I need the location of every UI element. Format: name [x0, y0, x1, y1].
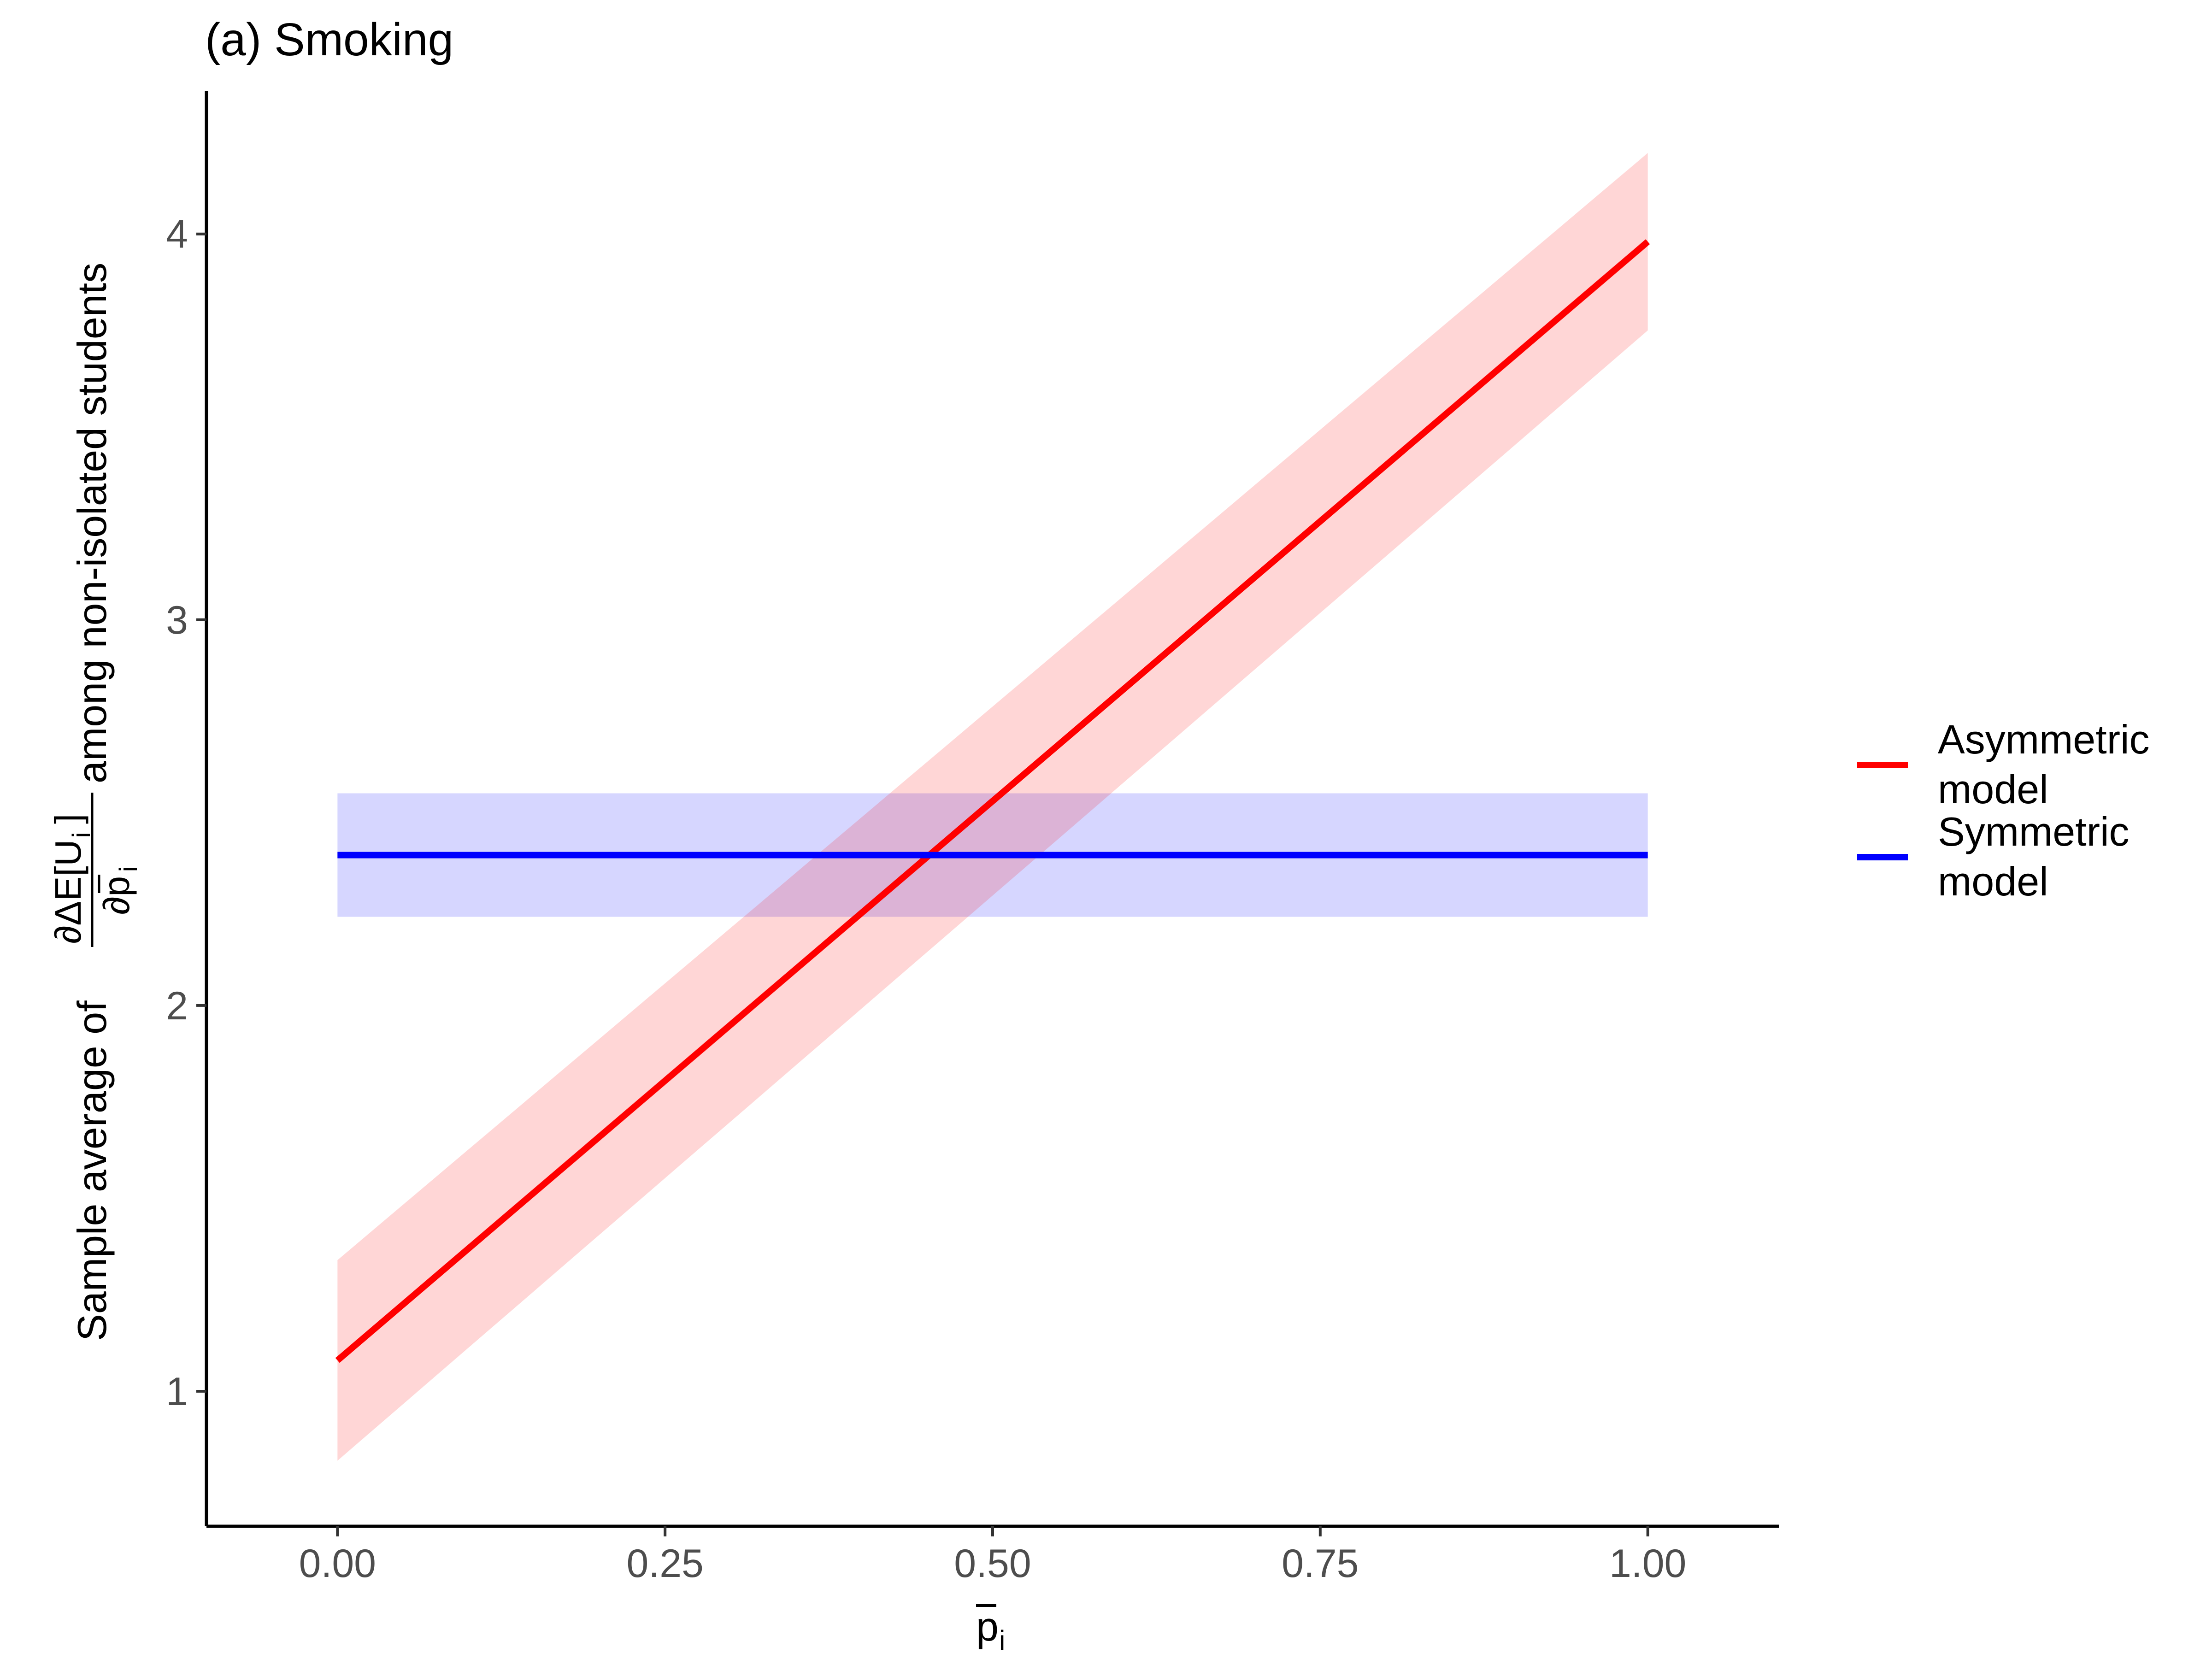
x-tick-label: 0.00	[299, 1541, 376, 1586]
asymmetric-model-ribbon	[337, 153, 1648, 1461]
chart-title: (a) Smoking	[205, 14, 453, 65]
y-tick-label: 4	[166, 212, 188, 257]
x-axis-title-subscript: i	[999, 1625, 1005, 1656]
symmetric-model-legend-label: model	[1938, 859, 2048, 904]
y-axis-title-fraction-denominator: ∂p	[96, 876, 137, 915]
y-tick-label: 2	[166, 984, 188, 1028]
y-tick-label: 1	[166, 1370, 188, 1414]
y-axis-title-denominator-subscript: i	[114, 866, 142, 872]
y-axis-ticks: 1 2 3 4	[166, 212, 206, 1414]
asymmetric-model-line	[335, 239, 1650, 1363]
x-tick-label: 0.50	[954, 1541, 1031, 1586]
x-axis-ticks: 0.00 0.25 0.50 0.75 1.00	[299, 1526, 1686, 1586]
series-lines	[335, 239, 1650, 1363]
y-axis-title: Sample average of ∂ΔE[U i ] ∂p i among n…	[47, 263, 142, 1341]
y-axis-title-prefix: Sample average of	[69, 1000, 115, 1341]
x-axis-title-main: p	[976, 1604, 999, 1649]
x-tick-label: 0.75	[1282, 1541, 1359, 1586]
y-axis-title-numerator-subscript: i	[67, 832, 95, 838]
y-tick-label: 3	[166, 598, 188, 642]
x-axis-title: p i	[976, 1604, 1005, 1656]
y-axis-title-fraction-numerator: ∂ΔE[U	[47, 840, 88, 944]
asymmetric-model-legend-label: model	[1938, 766, 2048, 812]
y-axis-title-numerator-close: ]	[47, 814, 88, 824]
x-tick-label: 1.00	[1609, 1541, 1686, 1586]
y-axis-title-suffix: among non-isolated students	[69, 263, 115, 783]
symmetric-model-legend-label: Symmetric	[1938, 809, 2130, 854]
x-tick-label: 0.25	[626, 1541, 703, 1586]
asymmetric-model-legend-label: Asymmetric	[1938, 717, 2150, 762]
